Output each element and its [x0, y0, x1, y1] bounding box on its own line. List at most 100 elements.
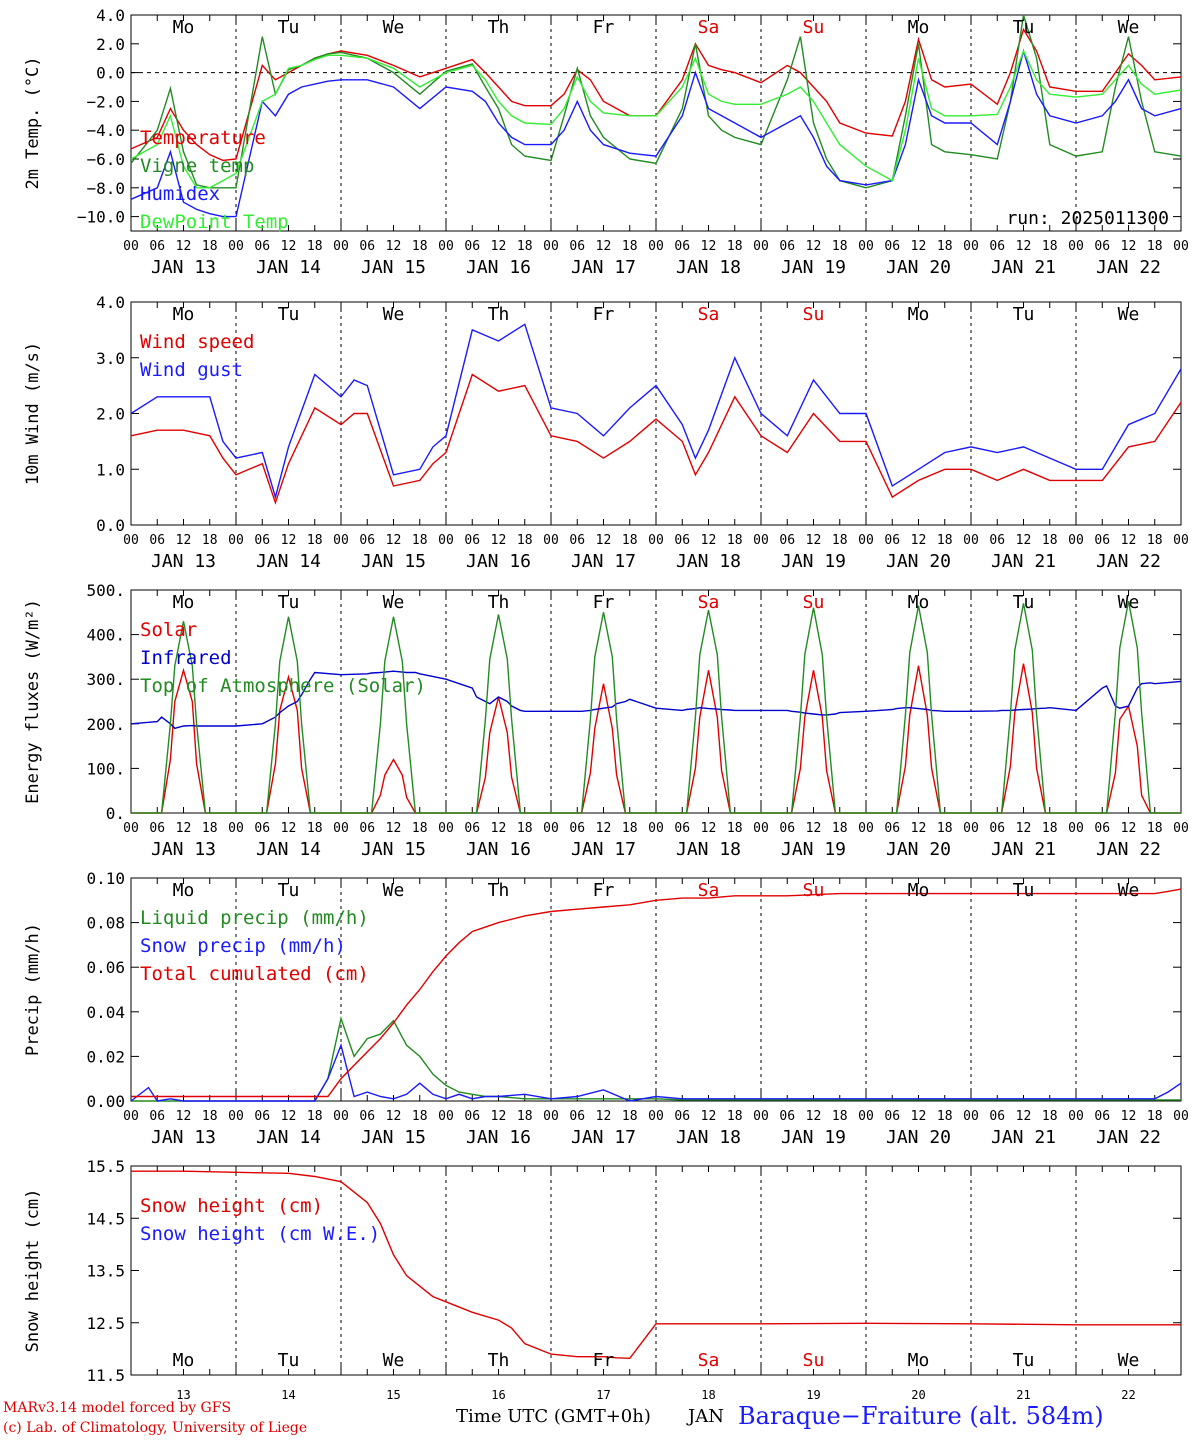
hour-tick-label: 00: [1173, 533, 1189, 548]
hour-tick-label: 12: [1121, 239, 1137, 254]
y-tick-label: 0.0: [96, 516, 125, 535]
hour-tick-label: 12: [701, 821, 717, 836]
date-label: JAN 18: [676, 257, 741, 278]
hour-tick-label: 00: [858, 1109, 874, 1124]
hour-tick-label: 00: [123, 1109, 139, 1124]
date-label: JAN 21: [991, 839, 1056, 860]
hour-tick-label: 18: [727, 821, 743, 836]
hour-tick-label: 00: [333, 821, 349, 836]
hour-tick-label: 12: [491, 1109, 507, 1124]
y-tick-label: 200.: [86, 715, 125, 734]
series-line-total-cumulated-cm-: [131, 888, 1182, 1098]
hour-tick-label: 06: [254, 239, 270, 254]
date-label: JAN 21: [991, 1127, 1056, 1148]
hour-tick-label: 00: [333, 239, 349, 254]
hour-tick-label: 18: [412, 533, 428, 548]
hour-tick-label: 18: [517, 1109, 533, 1124]
weekday-label: Tu: [278, 592, 300, 613]
hour-tick-label: 12: [1016, 821, 1032, 836]
weekday-label: Mo: [908, 880, 930, 901]
hour-tick-label: 06: [1094, 821, 1110, 836]
y-axis-label: Energy fluxes (W/m²): [23, 599, 43, 804]
weekday-label: Tu: [278, 304, 300, 325]
weekday-label: We: [1118, 304, 1140, 325]
date-label: JAN 15: [361, 551, 426, 572]
hour-tick-label: 06: [149, 821, 165, 836]
hour-tick-label: 18: [412, 239, 428, 254]
y-tick-label: 15.5: [86, 1157, 125, 1176]
hour-tick-label: 06: [464, 1109, 480, 1124]
hour-tick-label: 18: [307, 821, 323, 836]
hour-tick-label: 00: [333, 533, 349, 548]
y-tick-label: 100.: [86, 759, 125, 778]
hour-tick-label: 00: [648, 533, 664, 548]
x-axis-label: Time UTC (GMT+0h): [456, 1406, 651, 1427]
hour-tick-label: 00: [228, 533, 244, 548]
hour-tick-label: 18: [622, 533, 638, 548]
series-line-wind-gust: [130, 323, 1182, 500]
hour-tick-label: 18: [202, 1109, 218, 1124]
date-label: JAN 16: [466, 1127, 531, 1148]
hour-tick-label: 06: [464, 533, 480, 548]
weekday-label: Tu: [278, 1350, 300, 1371]
hour-tick-label: 06: [254, 821, 270, 836]
y-tick-label: 11.5: [86, 1366, 125, 1385]
hour-tick-label: 18: [832, 1109, 848, 1124]
weekday-label: Mo: [173, 592, 195, 613]
hour-tick-label: 06: [1094, 239, 1110, 254]
y-tick-label: −4.0: [86, 121, 125, 140]
hour-tick-label: 12: [176, 821, 192, 836]
date-label: JAN 14: [256, 551, 321, 572]
y-tick-label: 0.10: [86, 869, 125, 888]
legend-entry-snow-height-cm-w-e-: Snow height (cm W.E.): [140, 1223, 380, 1245]
hour-tick-label: 00: [858, 533, 874, 548]
date-label: JAN 19: [781, 257, 846, 278]
hour-tick-label: 00: [543, 239, 559, 254]
hour-tick-label: 12: [806, 821, 822, 836]
date-label: JAN 16: [466, 839, 531, 860]
day-number-label: 14: [281, 1388, 295, 1400]
day-number-label: 19: [806, 1388, 820, 1400]
hour-tick-label: 18: [622, 1109, 638, 1124]
y-tick-label: 14.5: [86, 1209, 125, 1228]
hour-tick-label: 18: [727, 239, 743, 254]
y-tick-label: −10.0: [77, 208, 125, 227]
hour-tick-label: 06: [674, 1109, 690, 1124]
series-line-humidex: [130, 48, 1182, 218]
hour-tick-label: 00: [963, 239, 979, 254]
hour-tick-label: 06: [779, 239, 795, 254]
date-label: JAN 17: [571, 551, 636, 572]
legend-entry-total-cumulated-cm-: Total cumulated (cm): [140, 963, 369, 985]
hour-tick-label: 06: [149, 533, 165, 548]
hour-tick-label: 00: [333, 1109, 349, 1124]
hour-tick-label: 00: [123, 821, 139, 836]
series-line-snow-precip-mm-h-: [130, 1043, 1182, 1102]
hour-tick-label: 06: [989, 239, 1005, 254]
hour-tick-label: 06: [1094, 1109, 1110, 1124]
y-tick-label: 13.5: [86, 1262, 125, 1281]
run-annotation: run: 2025011300: [1006, 208, 1169, 229]
hour-tick-label: 12: [281, 239, 297, 254]
hour-tick-label: 18: [307, 533, 323, 548]
hour-tick-label: 12: [1121, 533, 1137, 548]
weekday-label: Fr: [593, 880, 615, 901]
y-axis-label: Precip (mm/h): [23, 923, 43, 1056]
station-name: Baraque−Fraiture (alt. 584m): [738, 1402, 1104, 1430]
weekday-label: Sa: [698, 304, 720, 325]
y-tick-label: 0.0: [96, 64, 125, 83]
lab-credit: (c) Lab. of Climatology, University of L…: [3, 1420, 308, 1436]
hour-tick-label: 00: [753, 533, 769, 548]
hour-tick-label: 00: [228, 821, 244, 836]
weekday-label: Su: [803, 880, 825, 901]
weekday-label: Tu: [278, 17, 300, 38]
legend-entry-vigne-temp: Vigne temp: [140, 155, 254, 177]
hour-tick-label: 06: [359, 533, 375, 548]
date-label: JAN 20: [886, 257, 951, 278]
weekday-label: Tu: [1013, 880, 1035, 901]
date-label: JAN 17: [571, 257, 636, 278]
hour-tick-label: 18: [517, 533, 533, 548]
hour-tick-label: 12: [1016, 533, 1032, 548]
hour-tick-label: 06: [569, 239, 585, 254]
series-line-dewpoint-temp: [130, 49, 1182, 189]
hour-tick-label: 06: [254, 1109, 270, 1124]
